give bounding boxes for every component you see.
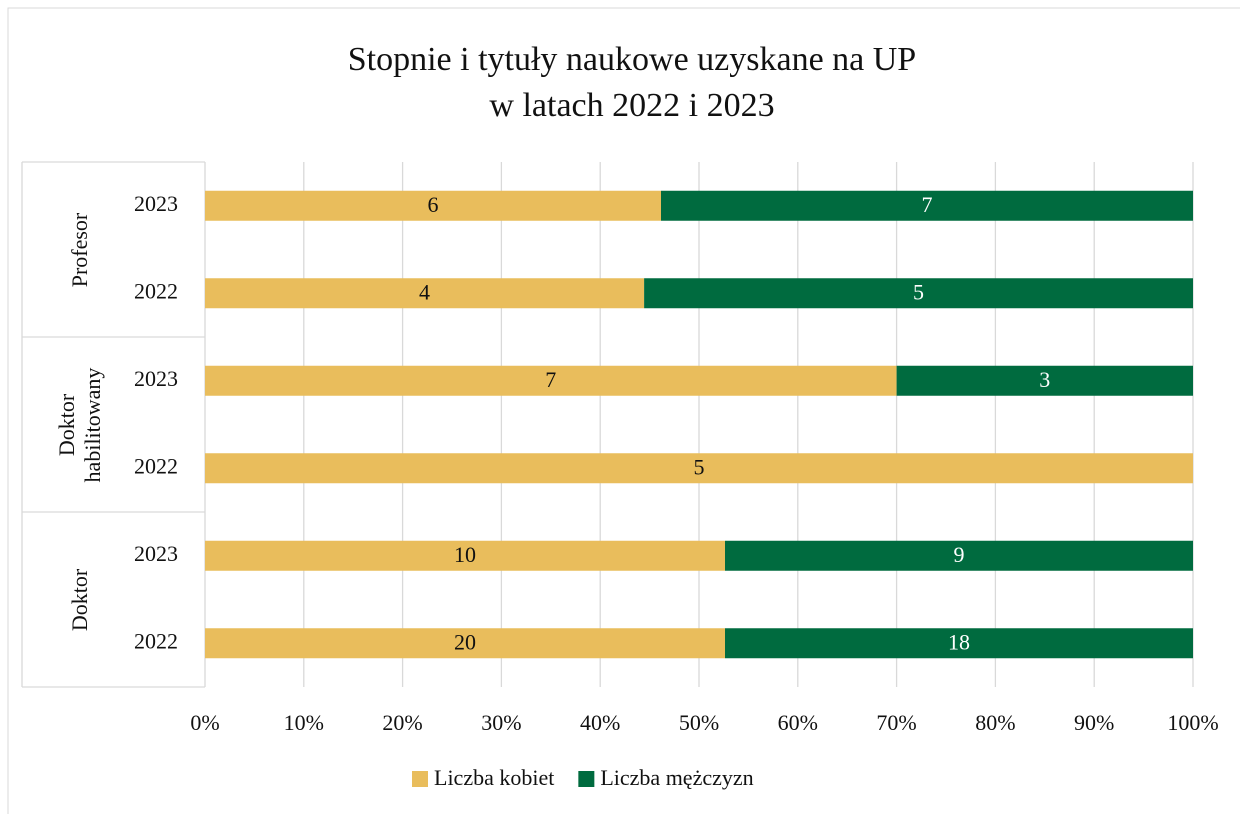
data-label: 10	[454, 542, 476, 567]
data-label: 4	[419, 279, 430, 304]
legend-label: Liczba kobiet	[434, 765, 554, 790]
x-tick-label: 40%	[580, 710, 620, 735]
group-label: Doktor	[67, 568, 92, 631]
x-tick-label: 50%	[679, 710, 719, 735]
data-label: 7	[545, 367, 556, 392]
group-label: Profesor	[67, 212, 92, 287]
legend-label: Liczba mężczyzn	[600, 765, 753, 790]
legend-swatch	[578, 771, 595, 787]
chart-border	[7, 7, 1240, 814]
x-tick-label: 20%	[382, 710, 422, 735]
y-tick-label: 2022	[134, 453, 178, 478]
bar-segment	[725, 540, 1193, 571]
group-label: Doktor habilitowany	[54, 367, 105, 482]
y-tick-label: 2023	[134, 366, 178, 391]
data-label: 5	[694, 454, 705, 479]
bar-segment	[205, 540, 725, 571]
bar-segment	[896, 365, 1193, 396]
bar-segment	[205, 365, 897, 396]
chart-subtitle: w latach 2022 i 2023	[489, 87, 774, 124]
chart-title: Stopnie i tytuły naukowe uzyskane na UP	[348, 41, 916, 78]
data-label: 6	[428, 192, 439, 217]
data-label: 18	[948, 629, 970, 654]
x-tick-label: 10%	[284, 710, 324, 735]
x-tick-label: 60%	[778, 710, 818, 735]
y-tick-label: 2022	[134, 278, 178, 303]
y-tick-label: 2022	[134, 628, 178, 653]
x-tick-label: 70%	[876, 710, 916, 735]
bar-segment	[725, 628, 1193, 659]
data-label: 5	[913, 279, 924, 304]
x-tick-label: 30%	[481, 710, 521, 735]
bar-segment	[205, 278, 645, 309]
data-label: 9	[954, 542, 965, 567]
bar-segment	[205, 453, 1193, 484]
legend-swatch	[412, 771, 428, 787]
data-label: 20	[454, 629, 476, 654]
x-tick-label: 100%	[1167, 710, 1218, 735]
y-tick-label: 2023	[134, 541, 178, 566]
bar-segment	[205, 190, 661, 221]
data-label: 3	[1039, 367, 1050, 392]
bar-segment	[661, 190, 1193, 221]
bar-segment	[205, 628, 725, 659]
x-tick-label: 0%	[190, 710, 219, 735]
y-tick-label: 2023	[134, 191, 178, 216]
bar-segment	[644, 278, 1193, 309]
x-tick-label: 80%	[975, 710, 1015, 735]
data-label: 7	[922, 192, 933, 217]
x-tick-label: 90%	[1074, 710, 1114, 735]
